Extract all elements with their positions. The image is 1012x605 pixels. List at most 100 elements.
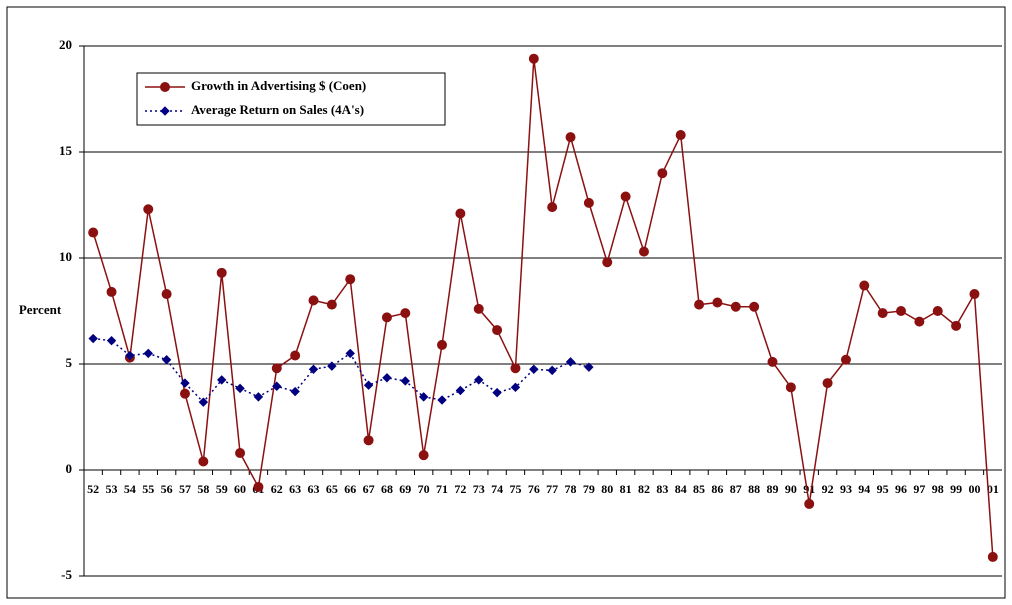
x-tick-label: 77 (546, 482, 558, 496)
x-tick-label: 62 (271, 482, 283, 496)
x-tick-label: 78 (565, 482, 577, 496)
x-tick-label: 76 (528, 482, 540, 496)
data-point (308, 364, 319, 375)
x-tick-label: 83 (656, 482, 668, 496)
data-point (253, 481, 264, 492)
data-point (694, 299, 705, 310)
y-axis-label: Percent (19, 302, 62, 317)
data-point (510, 382, 521, 393)
x-tick-label: 79 (583, 482, 595, 496)
data-point (345, 348, 355, 359)
data-point (804, 498, 815, 509)
data-point (418, 392, 429, 402)
x-tick-label: 74 (491, 482, 503, 496)
x-tick-label: 98 (932, 482, 944, 496)
legend-label: Growth in Advertising $ (Coen) (191, 78, 366, 93)
x-tick-label: 94 (858, 482, 870, 496)
legend-box (136, 72, 446, 126)
data-point (602, 257, 613, 268)
x-tick-label: 01 (987, 482, 999, 496)
x-tick-label: 55 (142, 482, 154, 496)
data-point (584, 362, 594, 372)
data-point (474, 375, 484, 385)
data-point (253, 392, 264, 402)
data-point (382, 373, 392, 383)
data-point (749, 301, 760, 312)
data-point (326, 299, 337, 310)
data-point (657, 168, 668, 179)
data-point (455, 385, 466, 396)
legend-label: Average Return on Sales (4A's) (191, 102, 364, 117)
data-point (143, 348, 153, 359)
data-point (492, 325, 503, 336)
data-point (88, 333, 98, 344)
data-point (565, 132, 576, 143)
data-point (547, 202, 558, 213)
y-tick-label: 15 (59, 143, 73, 158)
x-tick-label: 63 (289, 482, 301, 496)
x-tick-label: 00 (968, 482, 980, 496)
data-point (308, 295, 319, 306)
data-point (198, 456, 209, 467)
x-tick-label: 95 (877, 482, 889, 496)
data-point (675, 130, 686, 141)
data-point (290, 350, 301, 361)
data-point (822, 378, 833, 389)
x-tick-label: 52 (87, 482, 99, 496)
x-tick-label: 53 (106, 482, 118, 496)
data-point (106, 286, 117, 297)
y-tick-label: 20 (59, 37, 72, 52)
data-point (106, 335, 117, 346)
data-point (785, 382, 796, 393)
y-tick-label: -5 (61, 567, 72, 582)
data-point (529, 364, 539, 375)
x-tick-label: 82 (638, 482, 650, 496)
data-point (363, 380, 374, 390)
data-point (271, 363, 282, 374)
x-tick-label: 54 (124, 482, 136, 496)
data-point (455, 208, 466, 219)
x-tick-label: 93 (840, 482, 852, 496)
data-point (767, 356, 778, 367)
y-tick-label: 10 (59, 249, 72, 264)
x-tick-label: 92 (822, 482, 834, 496)
data-point (437, 395, 447, 405)
data-point (345, 274, 356, 285)
x-tick-label: 99 (950, 482, 962, 496)
x-tick-label: 67 (363, 482, 375, 496)
data-point (583, 197, 594, 208)
data-point (547, 365, 557, 376)
data-point (951, 320, 962, 331)
x-tick-label: 87 (730, 482, 742, 496)
x-tick-label: 72 (454, 482, 466, 496)
data-point (473, 303, 484, 314)
x-tick-label: 65 (326, 482, 338, 496)
x-tick-label: 90 (785, 482, 797, 496)
x-tick-label: 75 (509, 482, 521, 496)
data-point (510, 363, 521, 374)
data-point (528, 53, 539, 64)
data-point (363, 435, 374, 446)
x-tick-label: 89 (767, 482, 779, 496)
x-tick-label: 97 (913, 482, 925, 496)
data-point (290, 386, 300, 397)
data-point (161, 355, 172, 365)
data-point (327, 361, 337, 371)
data-point (730, 301, 741, 312)
x-tick-label: 85 (693, 482, 705, 496)
data-point (492, 387, 502, 398)
x-tick-label: 81 (620, 482, 632, 496)
data-point (88, 227, 99, 238)
x-tick-label: 80 (601, 482, 613, 496)
data-point (987, 551, 998, 562)
data-point (969, 289, 980, 300)
data-point (180, 378, 190, 388)
data-point (235, 448, 246, 459)
y-tick-label: 5 (66, 355, 73, 370)
x-tick-label: 73 (473, 482, 485, 496)
data-point (840, 354, 851, 365)
data-point (437, 339, 448, 350)
data-point (179, 388, 190, 399)
x-tick-label: 58 (197, 482, 209, 496)
